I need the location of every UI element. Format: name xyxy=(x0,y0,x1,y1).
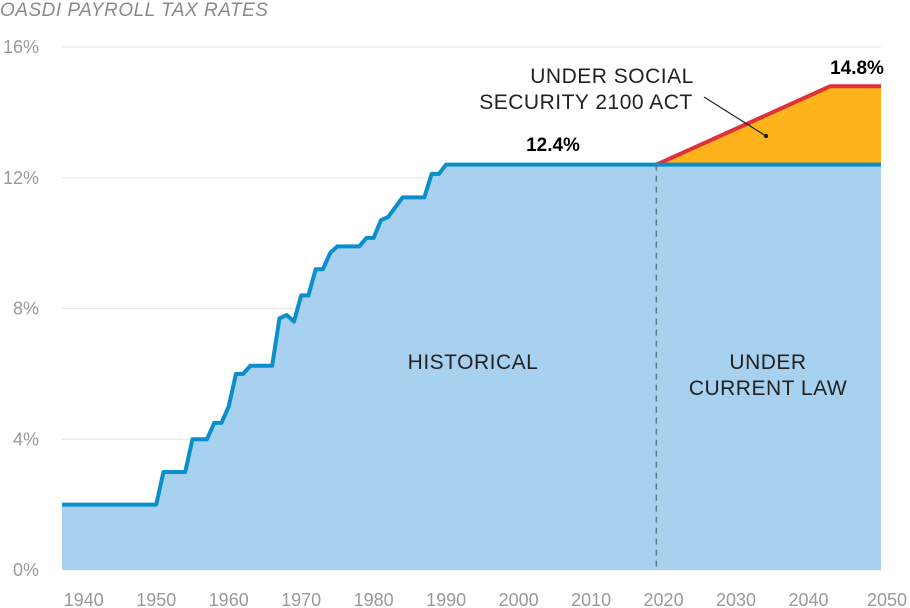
y-tick-label: 16% xyxy=(3,37,39,57)
tax-rate-line xyxy=(62,162,881,507)
act-callout-dot xyxy=(763,133,769,139)
x-tick-label: 2010 xyxy=(571,590,611,608)
act-callout-line xyxy=(703,96,767,137)
y-tick-label: 4% xyxy=(13,429,39,449)
chart-title: OASDI PAYROLL TAX RATES xyxy=(0,0,269,21)
value-label-current: 12.4% xyxy=(526,135,580,156)
x-tick-label: 2020 xyxy=(644,590,684,608)
historical-area xyxy=(62,164,881,571)
act-label-line2: SECURITY 2100 ACT xyxy=(479,91,693,114)
current-law-label-line2: CURRENT LAW xyxy=(689,377,847,400)
x-axis-ticks: 1940 1950 1960 1970 1980 1990 2000 2010 2020 2030… xyxy=(64,590,907,608)
x-tick-label: 1950 xyxy=(136,590,176,608)
x-tick-label: 1980 xyxy=(354,590,394,608)
current-law-label-line1: UNDER xyxy=(729,351,806,374)
value-label-act: 14.8% xyxy=(830,58,884,79)
historical-label: HISTORICAL xyxy=(408,351,539,374)
line-layer xyxy=(62,84,881,507)
y-tick-label: 12% xyxy=(3,168,39,188)
act-area xyxy=(656,86,881,165)
x-tick-label: 1970 xyxy=(281,590,321,608)
y-axis-ticks: 0% 4% 8% 12% 16% xyxy=(3,37,39,580)
y-tick-label: 0% xyxy=(13,560,39,580)
x-tick-label: 2030 xyxy=(716,590,756,608)
act-label-line1: UNDER SOCIAL xyxy=(530,65,694,88)
x-tick-label: 2040 xyxy=(788,590,828,608)
x-tick-label: 2050 xyxy=(867,590,907,608)
x-tick-label: 1960 xyxy=(209,590,249,608)
x-tick-label: 1990 xyxy=(426,590,466,608)
x-tick-label: 1940 xyxy=(64,590,104,608)
x-tick-label: 2000 xyxy=(499,590,539,608)
area-layer xyxy=(62,86,881,571)
y-tick-label: 8% xyxy=(13,299,39,319)
act-line xyxy=(655,84,881,167)
